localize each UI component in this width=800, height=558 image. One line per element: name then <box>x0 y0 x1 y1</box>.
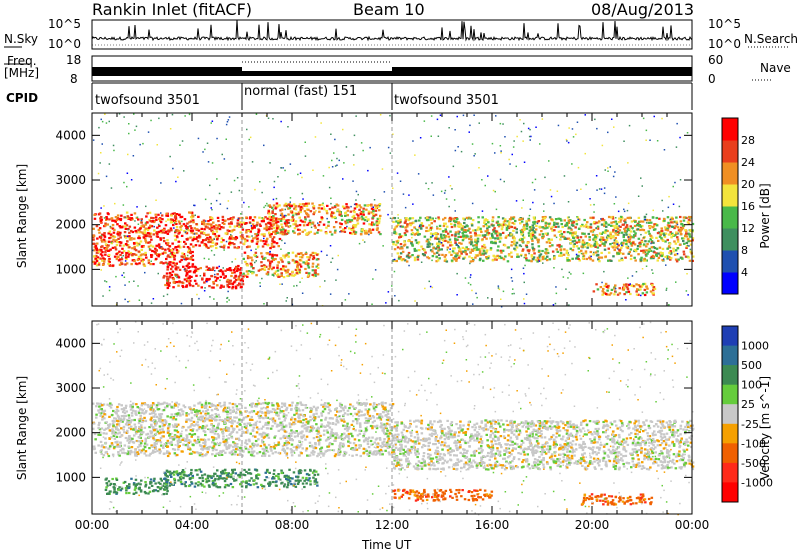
nave-label: Nave <box>760 61 791 75</box>
xtick-label-6: 00:00 <box>675 518 710 532</box>
nsky-label: N.Sky <box>4 32 38 46</box>
colorbar-swatch-1-0 <box>722 326 738 346</box>
colorbar-tick-0-4: 20 <box>741 178 755 191</box>
nave-tick-high: 60 <box>708 53 723 67</box>
date-title: 08/Aug/2013 <box>591 0 694 19</box>
colorbar-tick-1-4: -25 <box>741 418 759 431</box>
ytick-label-0-0: 1000 <box>55 262 86 276</box>
freq-band-2 <box>242 71 392 76</box>
xtick-label-4: 16:00 <box>475 518 510 532</box>
xaxis-title: Time UT <box>362 538 411 552</box>
colorbar-swatch-1-2 <box>722 365 738 385</box>
power-ylabel: Slant Range [km] <box>15 164 29 268</box>
colorbar-swatch-1-3 <box>722 385 738 405</box>
power-colorbar-label: Power [dB] <box>758 183 772 248</box>
colorbar-tick-1-1: 500 <box>741 359 762 372</box>
colorbar-tick-0-3: 16 <box>741 200 755 213</box>
xtick-label-1: 04:00 <box>175 518 210 532</box>
freq-tick-high: 18 <box>66 53 81 67</box>
ytick-label-1-2: 3000 <box>55 381 86 395</box>
colorbar-swatch-0-7 <box>722 118 738 141</box>
freq-tick-low: 8 <box>70 72 78 86</box>
noise-tick-right-low: 10^0 <box>708 37 741 51</box>
xtick-label-3: 12:00 <box>375 518 410 532</box>
colorbar-swatch-0-5 <box>722 162 738 185</box>
xtick-label-2: 08:00 <box>275 518 310 532</box>
ytick-label-0-2: 3000 <box>55 173 86 187</box>
freq-band-3 <box>392 67 692 76</box>
ytick-label-1-0: 1000 <box>55 470 86 484</box>
beam-title: Beam 10 <box>353 0 425 19</box>
colorbar-swatch-0-6 <box>722 140 738 163</box>
colorbar-swatch-1-7 <box>722 463 738 483</box>
xtick-label-0: 00:00 <box>75 518 110 532</box>
noise-sky-series <box>92 20 692 40</box>
colorbar-swatch-1-5 <box>722 424 738 444</box>
velocity-ylabel: Slant Range [km] <box>15 376 29 480</box>
colorbar-tick-0-6: 28 <box>741 134 755 147</box>
colorbar-swatch-0-3 <box>722 206 738 229</box>
ytick-label-0-1: 2000 <box>55 218 86 232</box>
colorbar-swatch-1-8 <box>722 482 738 502</box>
colorbar-swatch-1-4 <box>722 404 738 424</box>
colorbar-tick-0-1: 8 <box>741 244 748 257</box>
freq-label-line2: [MHz] <box>4 66 39 80</box>
xtick-label-5: 20:00 <box>575 518 610 532</box>
colorbar-tick-1-0: 1000 <box>741 340 769 353</box>
colorbar-swatch-1-1 <box>722 346 738 366</box>
station-title: Rankin Inlet (fitACF) <box>92 0 252 19</box>
colorbar-tick-1-3: 25 <box>741 398 755 411</box>
colorbar-swatch-0-2 <box>722 228 738 251</box>
noise-tick-left-high: 10^5 <box>48 17 81 31</box>
colorbar-tick-0-2: 12 <box>741 222 755 235</box>
cpid-segment-3: twofsound 3501 <box>394 93 499 108</box>
cpid-segment-1: twofsound 3501 <box>95 93 200 108</box>
nave-tick-low: 0 <box>708 72 716 86</box>
colorbar-tick-0-0: 4 <box>741 266 748 279</box>
colorbar-tick-0-5: 24 <box>741 156 755 169</box>
ytick-label-0-3: 4000 <box>55 128 86 142</box>
colorbar-swatch-0-1 <box>722 250 738 273</box>
velocity-colorbar-label: Velocity [m s^-1] <box>758 376 772 480</box>
nsearch-label: N.Search <box>744 32 798 46</box>
cpid-segment-2: normal (fast) 151 <box>244 84 357 99</box>
ytick-label-1-3: 4000 <box>55 336 86 350</box>
freq-band-1 <box>92 67 242 76</box>
noise-tick-right-high: 10^5 <box>708 17 741 31</box>
colorbar-swatch-0-0 <box>722 272 738 295</box>
colorbar-swatch-0-4 <box>722 184 738 207</box>
cpid-label: CPID <box>6 91 38 105</box>
noise-tick-left-low: 10^0 <box>48 37 81 51</box>
ytick-label-1-1: 2000 <box>55 426 86 440</box>
colorbar-swatch-1-6 <box>722 443 738 463</box>
